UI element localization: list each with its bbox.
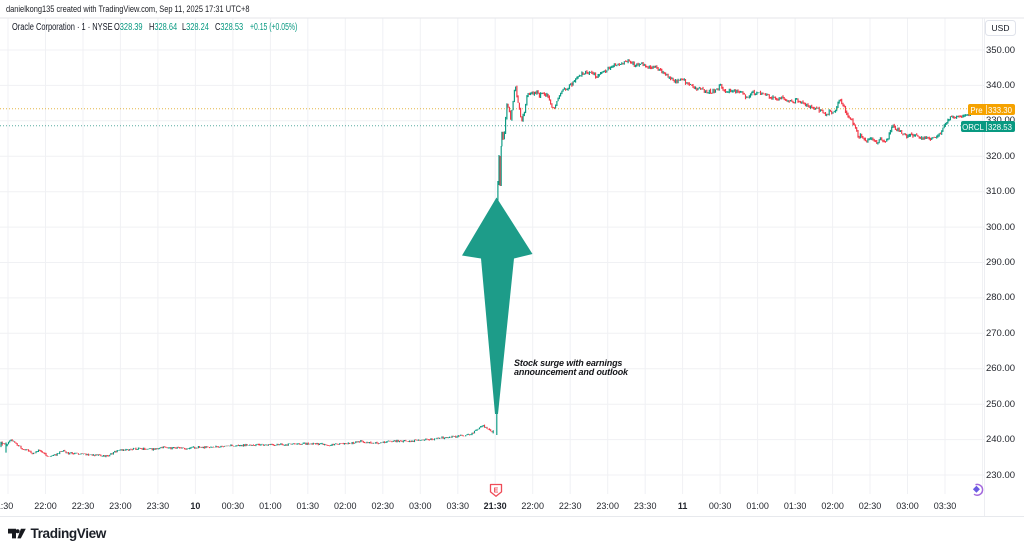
svg-text:E: E	[494, 487, 499, 494]
